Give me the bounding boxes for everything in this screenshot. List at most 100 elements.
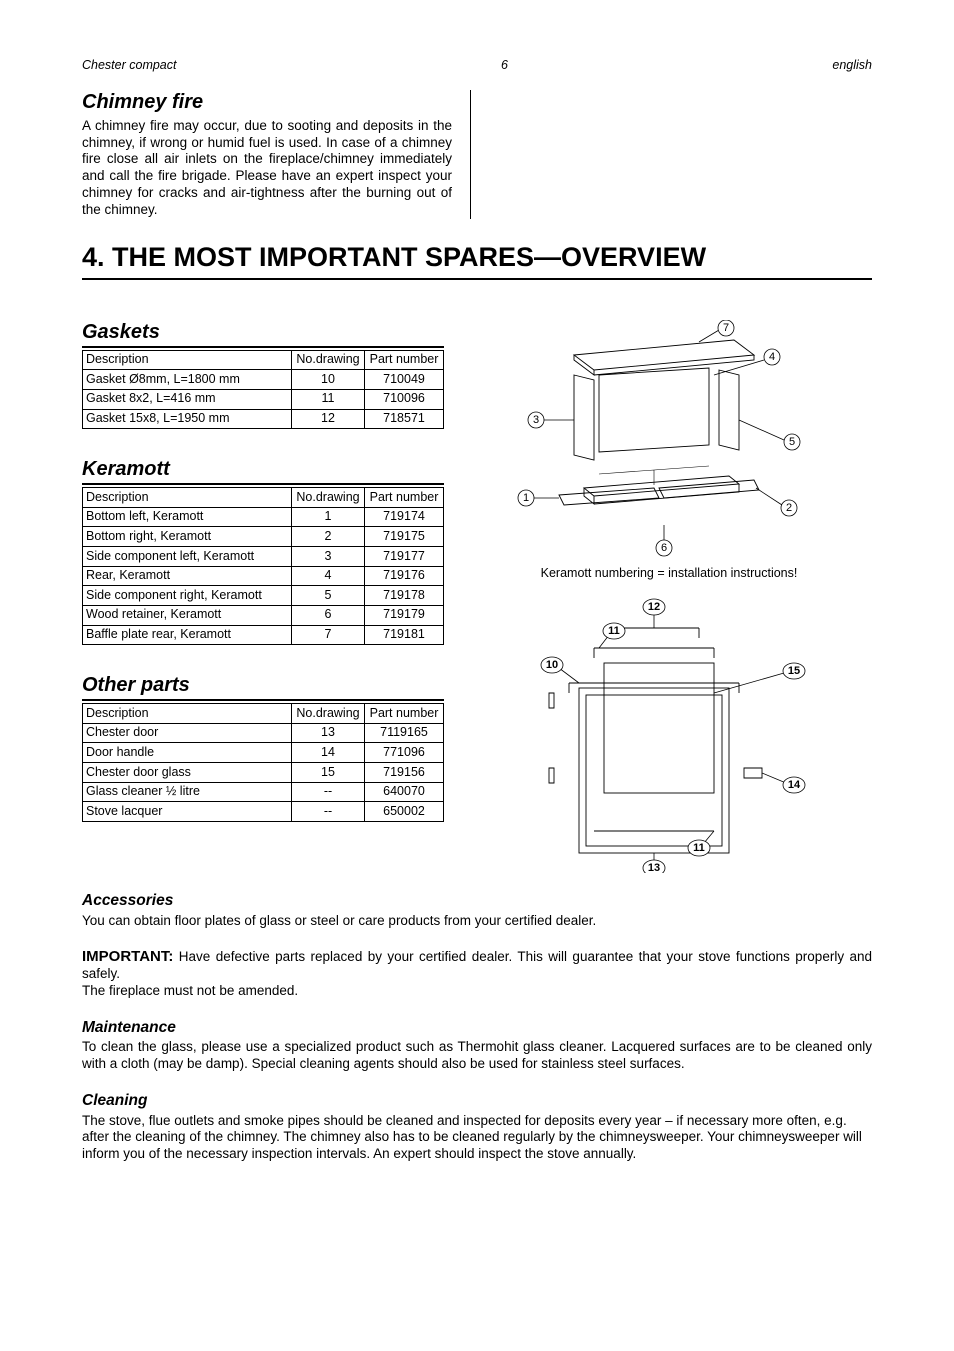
table-row: Gasket Ø8mm, L=1800 mm10710049 xyxy=(83,370,444,390)
keramott-table: Description No.drawing Part number Botto… xyxy=(82,487,444,645)
table-row: Chester door137119165 xyxy=(83,723,444,743)
diagrams-column: 1 2 3 4 5 6 7 Keramott numbering = insta… xyxy=(504,320,834,874)
cell: Gasket 15x8, L=1950 mm xyxy=(83,409,292,429)
cell: 11 xyxy=(292,389,365,409)
maintenance-body: To clean the glass, please use a special… xyxy=(82,1039,872,1073)
cell: Side component right, Keramott xyxy=(83,586,292,606)
cell: 12 xyxy=(292,409,365,429)
cell: Rear, Keramott xyxy=(83,566,292,586)
maintenance-title: Maintenance xyxy=(82,1018,872,1037)
header-right: english xyxy=(832,58,872,74)
accessories-body: You can obtain floor plates of glass or … xyxy=(82,913,872,930)
label-2: 2 xyxy=(786,502,792,514)
label-3: 3 xyxy=(533,414,539,426)
header-center: 6 xyxy=(501,58,508,74)
important-body2: The fireplace must not be amended. xyxy=(82,983,298,998)
tables-and-diagrams: Gaskets Description No.drawing Part numb… xyxy=(82,320,872,874)
cell: 6 xyxy=(292,605,365,625)
cleaning-body: The stove, flue outlets and smoke pipes … xyxy=(82,1113,872,1164)
cell: 15 xyxy=(292,763,365,783)
label-11a: 11 xyxy=(608,625,620,637)
label-5: 5 xyxy=(789,436,795,448)
cell: 719156 xyxy=(365,763,444,783)
important-lead: IMPORTANT: xyxy=(82,948,173,965)
cell: Wood retainer, Keramott xyxy=(83,605,292,625)
table-row: Side component right, Keramott5719178 xyxy=(83,586,444,606)
table-row: Wood retainer, Keramott6719179 xyxy=(83,605,444,625)
cell: Glass cleaner ½ litre xyxy=(83,782,292,802)
cell: 719174 xyxy=(365,507,444,527)
chimney-fire-body: A chimney fire may occur, due to sooting… xyxy=(82,118,452,219)
cell: 14 xyxy=(292,743,365,763)
keramott-diagram: 1 2 3 4 5 6 7 xyxy=(504,320,814,560)
header-left: Chester compact xyxy=(82,58,176,74)
cell: 719176 xyxy=(365,566,444,586)
table-row: Baffle plate rear, Keramott7719181 xyxy=(83,625,444,645)
cleaning-title: Cleaning xyxy=(82,1091,872,1110)
cell: 771096 xyxy=(365,743,444,763)
table-row: Gasket 15x8, L=1950 mm12718571 xyxy=(83,409,444,429)
table-row: Stove lacquer--650002 xyxy=(83,802,444,822)
col-drawing: No.drawing xyxy=(292,704,365,724)
cell: Chester door xyxy=(83,723,292,743)
accessories-title: Accessories xyxy=(82,891,872,910)
cell: Gasket Ø8mm, L=1800 mm xyxy=(83,370,292,390)
cell: Bottom left, Keramott xyxy=(83,507,292,527)
label-1: 1 xyxy=(523,492,529,504)
table-row: Chester door glass15719156 xyxy=(83,763,444,783)
cell: -- xyxy=(292,802,365,822)
cell: -- xyxy=(292,782,365,802)
cell: 10 xyxy=(292,370,365,390)
gaskets-table: Description No.drawing Part number Gaske… xyxy=(82,350,444,430)
other-parts-table: Description No.drawing Part number Chest… xyxy=(82,703,444,822)
label-6: 6 xyxy=(661,542,667,554)
table-row: Glass cleaner ½ litre--640070 xyxy=(83,782,444,802)
label-4: 4 xyxy=(769,351,775,363)
table-row: Door handle14771096 xyxy=(83,743,444,763)
diagram-caption: Keramott numbering = installation instru… xyxy=(504,566,834,582)
cell: 718571 xyxy=(365,409,444,429)
cell: 640070 xyxy=(365,782,444,802)
important-body: Have defective parts replaced by your ce… xyxy=(82,949,872,982)
col-drawing: No.drawing xyxy=(292,350,365,370)
col-drawing: No.drawing xyxy=(292,488,365,508)
cell: Door handle xyxy=(83,743,292,763)
table-row: Rear, Keramott4719176 xyxy=(83,566,444,586)
other-parts-section: Other parts Description No.drawing Part … xyxy=(82,673,444,822)
other-parts-title: Other parts xyxy=(82,673,444,701)
cell: Stove lacquer xyxy=(83,802,292,822)
label-10: 10 xyxy=(546,659,558,671)
chimney-fire-title: Chimney fire xyxy=(82,90,452,116)
label-13: 13 xyxy=(648,862,660,873)
table-header-row: Description No.drawing Part number xyxy=(83,488,444,508)
label-14: 14 xyxy=(788,779,801,791)
gaskets-section: Gaskets Description No.drawing Part numb… xyxy=(82,320,444,430)
table-header-row: Description No.drawing Part number xyxy=(83,704,444,724)
page-header: Chester compact 6 english xyxy=(82,58,872,74)
keramott-section: Keramott Description No.drawing Part num… xyxy=(82,457,444,645)
col-part: Part number xyxy=(365,488,444,508)
cell: 710049 xyxy=(365,370,444,390)
cell: 719179 xyxy=(365,605,444,625)
cell: Gasket 8x2, L=416 mm xyxy=(83,389,292,409)
table-row: Gasket 8x2, L=416 mm11710096 xyxy=(83,389,444,409)
cell: 13 xyxy=(292,723,365,743)
col-description: Description xyxy=(83,350,292,370)
gaskets-title: Gaskets xyxy=(82,320,444,348)
cell: 719178 xyxy=(365,586,444,606)
label-11b: 11 xyxy=(693,842,705,854)
cell: Baffle plate rear, Keramott xyxy=(83,625,292,645)
label-12: 12 xyxy=(648,601,660,613)
cell: 719177 xyxy=(365,547,444,567)
cell: Side component left, Keramott xyxy=(83,547,292,567)
col-description: Description xyxy=(83,704,292,724)
cell: Chester door glass xyxy=(83,763,292,783)
keramott-title: Keramott xyxy=(82,457,444,485)
table-row: Side component left, Keramott3719177 xyxy=(83,547,444,567)
col-part: Part number xyxy=(365,704,444,724)
table-row: Bottom right, Keramott2719175 xyxy=(83,527,444,547)
cell: Bottom right, Keramott xyxy=(83,527,292,547)
important-paragraph: IMPORTANT: Have defective parts replaced… xyxy=(82,948,872,1001)
cell: 719181 xyxy=(365,625,444,645)
chimney-fire-column: Chimney fire A chimney fire may occur, d… xyxy=(82,90,471,219)
